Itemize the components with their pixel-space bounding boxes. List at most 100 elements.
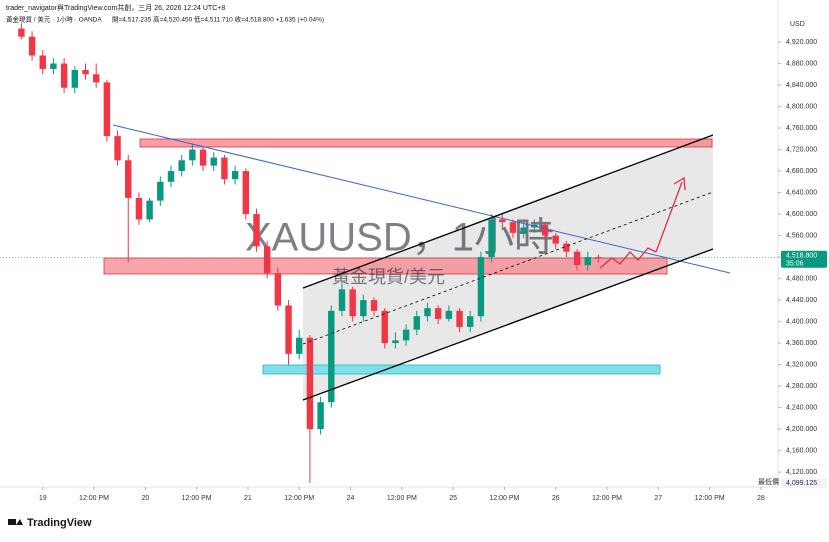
candle-body <box>317 402 324 430</box>
plot <box>18 23 602 483</box>
candle <box>328 305 335 408</box>
candle <box>424 302 431 322</box>
candle-body <box>595 257 602 259</box>
candle <box>231 165 239 185</box>
candle-body <box>135 197 143 220</box>
candle <box>306 335 314 483</box>
candle <box>509 219 517 239</box>
projection-up <box>655 181 683 253</box>
low-label: 4,099.125 <box>786 480 817 487</box>
y-tick-label: 4,600.000 <box>786 211 817 218</box>
x-tick-label: 20 <box>141 495 149 502</box>
candle-body <box>434 308 442 319</box>
x-tick-label: 19 <box>39 495 47 502</box>
support-zone <box>262 364 661 375</box>
candle <box>189 144 196 166</box>
candle <box>28 31 36 61</box>
candle-body <box>349 289 356 317</box>
candle <box>253 208 260 252</box>
candle <box>263 240 271 279</box>
y-tick-label: 4,560.000 <box>786 232 817 239</box>
candle-body <box>60 63 68 88</box>
x-tick-label: 12:00 PM <box>387 495 417 502</box>
candle <box>402 324 410 346</box>
logo-mark <box>16 519 23 525</box>
candle-body <box>210 157 217 166</box>
y-tick-label: 4,720.000 <box>786 146 817 153</box>
candle-body <box>28 36 36 56</box>
candle <box>456 308 463 333</box>
y-tick-label: 4,200.000 <box>786 426 817 433</box>
candle <box>178 154 185 177</box>
y-tick-label: 4,880.000 <box>786 60 817 67</box>
y-tick-label: 4,320.000 <box>786 361 817 368</box>
candle <box>103 79 111 142</box>
candle <box>499 214 506 231</box>
candle <box>285 300 292 365</box>
y-tick-label: 4,640.000 <box>786 189 817 196</box>
candle <box>199 146 207 172</box>
candle-body <box>296 337 303 354</box>
channel-lower <box>302 248 714 401</box>
candle-body <box>477 257 485 317</box>
symbol-watermark: XAUUSD，1小時 <box>245 216 554 260</box>
candle <box>595 254 602 263</box>
candle <box>488 214 495 263</box>
candle-body <box>563 243 570 252</box>
y-tick-label: 4,840.000 <box>786 82 817 89</box>
candle-body <box>584 257 591 266</box>
candle <box>39 50 46 75</box>
last-price-label: 4,518.800 <box>786 253 817 260</box>
candle <box>477 251 485 322</box>
x-tick-label: 12:00 PM <box>489 495 519 502</box>
brand: TradingView <box>27 517 92 529</box>
candle <box>125 154 132 263</box>
candle-body <box>338 289 346 311</box>
last-price-box <box>781 250 827 268</box>
candle <box>135 192 143 225</box>
candle <box>381 308 388 349</box>
x-tick-label: 24 <box>347 495 355 502</box>
candle <box>221 154 228 185</box>
y-tick-label: 4,120.000 <box>786 469 817 476</box>
candle <box>370 297 378 317</box>
x-tick-label: 25 <box>449 495 457 502</box>
candle <box>71 66 79 94</box>
y-tick-label: 4,480.000 <box>786 275 817 282</box>
candle-body <box>328 310 335 403</box>
candle <box>92 63 100 88</box>
candle-body <box>189 149 196 161</box>
candle-body <box>370 300 378 311</box>
candle-body <box>360 300 367 317</box>
symbol-line: 黃金現貨 / 美元 · 1小時 · OANDA <box>6 15 102 24</box>
candle-body <box>263 246 271 274</box>
x-tick-label: 21 <box>244 495 252 502</box>
candle-body <box>392 340 399 344</box>
x-tick-label: 28 <box>757 495 765 502</box>
candle <box>146 197 153 223</box>
candle-body <box>199 149 207 166</box>
candle-body <box>499 219 506 223</box>
currency: USD <box>790 21 805 28</box>
candle-body <box>274 273 282 306</box>
y-tick-label: 4,240.000 <box>786 404 817 411</box>
candle <box>563 240 570 258</box>
countdown-label: 35:06 <box>786 261 804 268</box>
x-tick-label: 12:00 PM <box>182 495 212 502</box>
candle-body <box>285 305 292 354</box>
candle-body <box>92 74 100 83</box>
candle-body <box>114 136 121 161</box>
candle <box>18 23 25 40</box>
channel-mid <box>302 191 714 345</box>
candle <box>167 165 175 188</box>
y-tick-label: 4,360.000 <box>786 340 817 347</box>
candle <box>584 251 591 271</box>
candle <box>392 332 399 349</box>
attribution: trader_navigator與TradingView.com共創，三月 26… <box>6 3 225 12</box>
x-tick-label: 27 <box>654 495 662 502</box>
x-tick-label: 12:00 PM <box>79 495 109 502</box>
candle-body <box>50 63 57 69</box>
resistance-zone <box>139 138 713 148</box>
y-tick-label: 4,440.000 <box>786 297 817 304</box>
candle <box>349 286 356 322</box>
